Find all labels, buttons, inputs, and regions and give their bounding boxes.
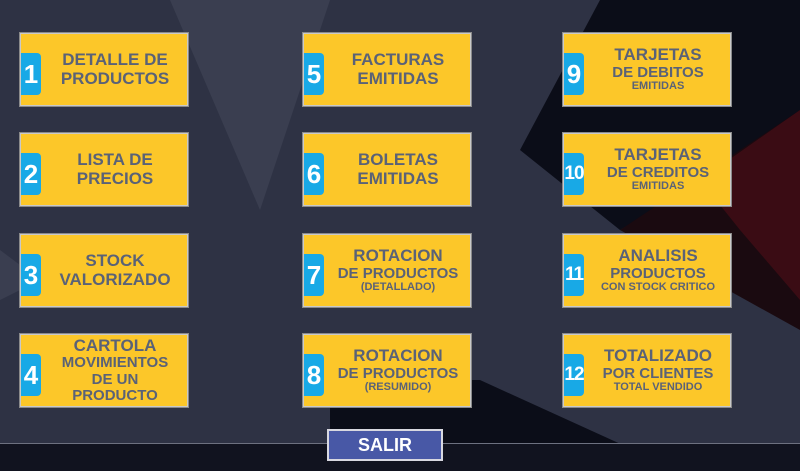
number-badge: 9 [564, 53, 584, 95]
label-line: CON STOCK CRITICO [600, 280, 716, 293]
report-label: STOCK VALORIZADO [47, 235, 183, 306]
exit-button[interactable]: SALIR [327, 429, 443, 461]
label-line: DE CREDITOS [606, 163, 710, 181]
label-line: PRODUCTOS [60, 68, 170, 88]
number-badge: 5 [304, 53, 324, 95]
report-button-8[interactable]: 8 ROTACION DE PRODUCTOS (RESUMIDO) [303, 334, 471, 407]
report-button-2[interactable]: 2 LISTA DE PRECIOS [20, 133, 188, 206]
label-line: STOCK [85, 251, 145, 271]
number-badge: 2 [21, 153, 41, 195]
label-line: DE DEBITOS [612, 63, 704, 81]
report-button-12[interactable]: 12 TOTALIZADO POR CLIENTES TOTAL VENDIDO [563, 334, 731, 407]
label-line: EMITIDAS [631, 179, 685, 192]
label-line: TOTAL VENDIDO [613, 380, 703, 393]
label-line: DETALLE DE [62, 50, 168, 70]
report-label: DETALLE DE PRODUCTOS [47, 34, 183, 105]
report-button-6[interactable]: 6 BOLETAS EMITIDAS [303, 133, 471, 206]
label-line: EMITIDAS [357, 168, 439, 188]
number-badge: 7 [304, 254, 324, 296]
number-badge: 1 [21, 53, 41, 95]
label-line: CARTOLA [73, 336, 157, 356]
report-label: LISTA DE PRECIOS [47, 134, 183, 205]
label-line: DE PRODUCTOS [337, 264, 459, 282]
label-line: MOVIMIENTOS [61, 354, 169, 372]
label-line: ROTACION [353, 246, 443, 266]
label-line: (DETALLADO) [360, 280, 436, 293]
label-line: EMITIDAS [357, 68, 439, 88]
number-badge: 3 [21, 254, 41, 296]
report-label: ROTACION DE PRODUCTOS (RESUMIDO) [330, 335, 466, 406]
label-line: TOTALIZADO [604, 346, 712, 366]
report-button-9[interactable]: 9 TARJETAS DE DEBITOS EMITIDAS [563, 33, 731, 106]
label-line: POR CLIENTES [602, 364, 714, 382]
report-label: TOTALIZADO POR CLIENTES TOTAL VENDIDO [590, 335, 726, 406]
report-button-10[interactable]: 10 TARJETAS DE CREDITOS EMITIDAS [563, 133, 731, 206]
label-line: TARJETAS [614, 45, 702, 65]
label-line: TARJETAS [614, 145, 702, 165]
label-line: PRODUCTOS [610, 264, 706, 282]
number-badge: 8 [304, 354, 324, 396]
report-label: BOLETAS EMITIDAS [330, 134, 466, 205]
report-button-7[interactable]: 7 ROTACION DE PRODUCTOS (DETALLADO) [303, 234, 471, 307]
label-line: DE UN PRODUCTO [72, 370, 158, 404]
label-line: PRECIOS [76, 168, 154, 188]
label-line: EMITIDAS [631, 79, 685, 92]
number-badge: 11 [564, 254, 584, 296]
label-line: ANALISIS [618, 246, 698, 266]
number-badge: 12 [564, 354, 585, 396]
number-badge: 10 [564, 153, 585, 195]
report-button-4[interactable]: 4 CARTOLA MOVIMIENTOS DE UN PRODUCTO [20, 334, 188, 407]
label-line: DE PRODUCTOS [337, 364, 459, 382]
number-badge: 4 [21, 354, 41, 396]
report-label: TARJETAS DE CREDITOS EMITIDAS [590, 134, 726, 205]
report-button-1[interactable]: 1 DETALLE DE PRODUCTOS [20, 33, 188, 106]
label-line: ROTACION [353, 346, 443, 366]
label-line: VALORIZADO [59, 269, 171, 289]
number-badge: 6 [304, 153, 324, 195]
label-line: LISTA DE [77, 150, 153, 170]
report-label: CARTOLA MOVIMIENTOS DE UN PRODUCTO [47, 335, 183, 406]
report-button-5[interactable]: 5 FACTURAS EMITIDAS [303, 33, 471, 106]
report-button-11[interactable]: 11 ANALISIS PRODUCTOS CON STOCK CRITICO [563, 234, 731, 307]
report-label: TARJETAS DE DEBITOS EMITIDAS [590, 34, 726, 105]
label-line: (RESUMIDO) [364, 380, 432, 393]
label-line: FACTURAS [351, 50, 445, 70]
report-label: FACTURAS EMITIDAS [330, 34, 466, 105]
report-label: ANALISIS PRODUCTOS CON STOCK CRITICO [590, 235, 726, 306]
label-line: BOLETAS [358, 150, 438, 170]
report-button-3[interactable]: 3 STOCK VALORIZADO [20, 234, 188, 307]
report-label: ROTACION DE PRODUCTOS (DETALLADO) [330, 235, 466, 306]
